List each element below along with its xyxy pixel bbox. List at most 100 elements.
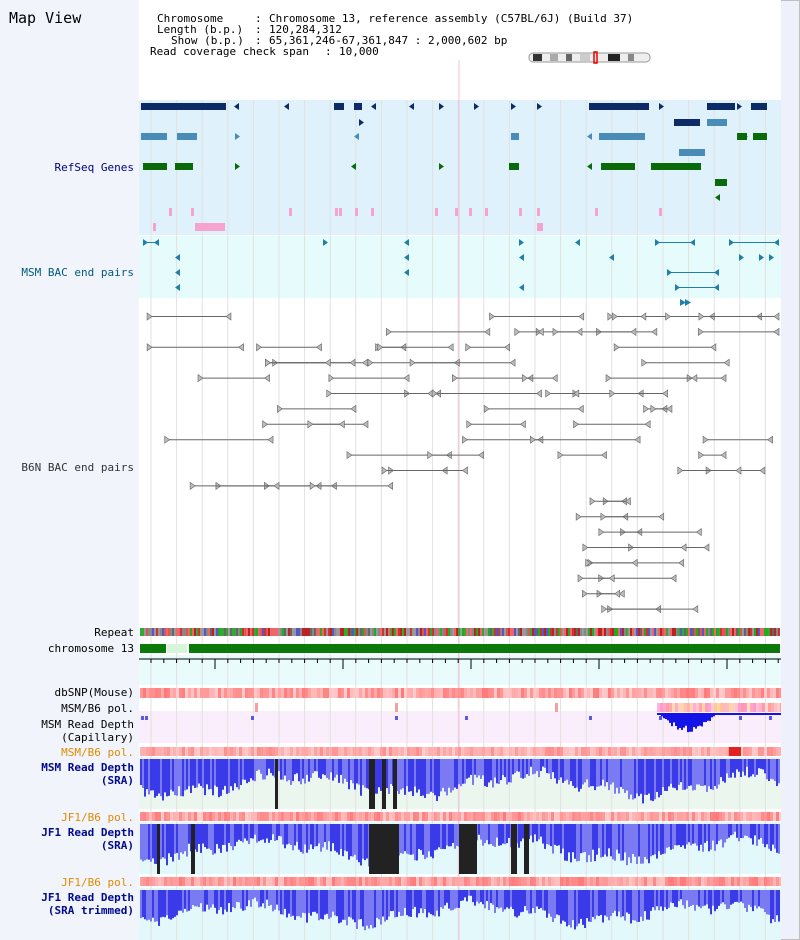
read-depth-bar xyxy=(322,759,324,775)
repeat-block xyxy=(616,628,618,636)
polymorphism-cell xyxy=(701,747,704,756)
polymorphism-cell xyxy=(599,747,602,756)
read-depth-bar xyxy=(404,890,406,908)
b6n-pair-end xyxy=(651,327,658,336)
track-label-dbsnp[interactable]: dbSNP(Mouse) xyxy=(54,686,134,699)
repeat-block xyxy=(778,628,780,636)
refseq-gene xyxy=(509,163,519,170)
read-depth-bar xyxy=(746,824,748,836)
repeat-block xyxy=(538,628,540,636)
polymorphism-cell xyxy=(461,877,464,886)
repeat-block xyxy=(394,628,396,636)
read-depth-bar xyxy=(230,890,232,913)
polymorphism-cell xyxy=(317,812,320,821)
polymorphism-cell xyxy=(266,812,269,821)
polymorphism-cell xyxy=(740,877,743,886)
repeat-block xyxy=(266,628,268,636)
read-depth-bar xyxy=(438,759,440,797)
read-depth-bar xyxy=(336,824,338,853)
polymorphism-cell xyxy=(755,877,758,886)
read-depth-bar xyxy=(412,890,414,910)
read-depth-bar xyxy=(252,890,254,900)
polymorphism-cell xyxy=(269,877,272,886)
polymorphism-cell xyxy=(311,747,314,756)
read-depth-bar xyxy=(318,824,320,844)
polymorphism-cell xyxy=(284,747,287,756)
track-label-b6n-bac[interactable]: B6N BAC end pairs xyxy=(21,461,134,474)
read-depth-bar xyxy=(638,759,640,797)
b6n-pair-end xyxy=(277,404,283,413)
polymorphism-cell xyxy=(704,747,707,756)
msm-bac-track-bg xyxy=(139,236,781,298)
refseq-marker xyxy=(169,208,172,216)
read-depth-bar xyxy=(252,824,254,839)
polymorphism-cell xyxy=(350,688,353,698)
repeat-block xyxy=(658,628,660,636)
track-label-msm-b6-pol-2[interactable]: MSM/B6 pol. xyxy=(61,746,134,759)
read-depth-bar xyxy=(308,824,310,850)
polymorphism-cell xyxy=(143,747,146,756)
read-depth-bar xyxy=(622,759,624,789)
read-depth-bar xyxy=(324,824,326,843)
track-label-msm-depth-sra-1[interactable]: MSM Read Depth xyxy=(41,761,134,774)
b6n-pair-end xyxy=(225,312,232,321)
b6n-pair-end xyxy=(381,466,388,475)
polymorphism-cell xyxy=(230,688,233,698)
polymorphism-cell xyxy=(482,812,485,821)
read-depth-bar xyxy=(753,713,755,715)
repeat-block xyxy=(700,628,702,636)
refseq-marker xyxy=(485,208,488,216)
read-depth-bar xyxy=(678,759,680,785)
polymorphism-cell xyxy=(758,877,761,886)
read-depth-bar xyxy=(572,759,574,786)
read-depth-bar xyxy=(544,890,546,911)
polymorphism-cell xyxy=(332,877,335,886)
polymorphism-cell xyxy=(596,812,599,821)
read-depth-bar xyxy=(418,759,420,790)
track-label-jf1-b6-pol-1[interactable]: JF1/B6 pol. xyxy=(61,811,134,824)
polymorphism-cell xyxy=(551,688,554,698)
genome-tracks-canvas[interactable] xyxy=(139,0,781,940)
read-depth-bar xyxy=(450,890,452,911)
read-depth-bar xyxy=(556,890,558,915)
track-label-jf1-depth-sra-1[interactable]: JF1 Read Depth xyxy=(41,826,134,839)
track-label-msm-bac[interactable]: MSM BAC end pairs xyxy=(21,266,134,279)
refseq-gene xyxy=(177,133,197,140)
polymorphism-cell xyxy=(554,877,557,886)
polymorphism-cell xyxy=(707,747,710,756)
repeat-block xyxy=(560,628,562,636)
chromosome-ideogram[interactable] xyxy=(528,51,652,65)
read-depth-bar xyxy=(504,824,506,845)
read-depth-bar xyxy=(352,824,354,857)
read-depth-bar xyxy=(358,890,360,920)
polymorphism-cell xyxy=(386,688,389,698)
read-depth-bar xyxy=(500,890,502,908)
polymorphism-cell xyxy=(557,812,560,821)
refseq-marker xyxy=(355,208,358,216)
read-depth-bar xyxy=(362,824,364,859)
track-label-jf1-b6-pol-2[interactable]: JF1/B6 pol. xyxy=(61,876,134,889)
b6n-pair-end xyxy=(641,358,648,367)
read-depth-bar xyxy=(648,890,650,920)
repeat-block xyxy=(722,628,724,636)
polymorphism-cell xyxy=(590,747,593,756)
repeat-block xyxy=(416,628,418,636)
read-depth-bar xyxy=(480,890,482,902)
polymorphism-cell xyxy=(545,747,548,756)
polymorphism-cell xyxy=(206,688,209,698)
track-label-refseq[interactable]: RefSeq Genes xyxy=(54,161,134,174)
track-label-msm-b6-pol-1[interactable]: MSM/B6 pol. xyxy=(61,702,134,715)
read-depth-bar xyxy=(743,713,745,715)
polymorphism-cell xyxy=(680,747,683,756)
track-label-chromosome[interactable]: chromosome 13 xyxy=(47,642,134,655)
track-label-msm-depth-cap-1[interactable]: MSM Read Depth xyxy=(41,718,134,731)
polymorphism-cell xyxy=(224,747,227,756)
polymorphism-cell xyxy=(161,747,164,756)
track-label-jf1-depth-trim-1[interactable]: JF1 Read Depth xyxy=(41,891,134,904)
read-depth-bar xyxy=(548,759,550,774)
polymorphism-cell xyxy=(626,812,629,821)
read-depth-bar xyxy=(296,824,298,842)
track-label-repeat[interactable]: Repeat xyxy=(94,626,134,639)
b6n-pair-end xyxy=(767,435,773,444)
repeat-block xyxy=(178,628,180,636)
